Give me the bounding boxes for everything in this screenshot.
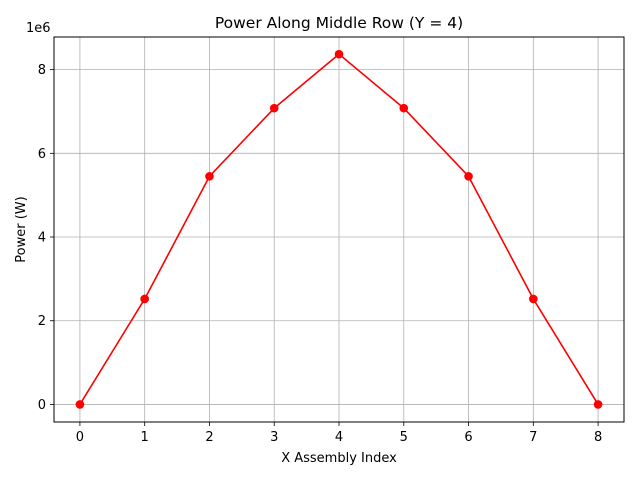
- y-axis-ticks: 0 2 4 6 8: [38, 63, 54, 413]
- data-point: [334, 49, 344, 59]
- x-axis-ticks: 0 1 2 3 4 5 6 7 8: [76, 422, 602, 445]
- y-axis-scale-label: 1e6: [26, 21, 51, 36]
- grid: [54, 37, 624, 422]
- x-tick-label: 0: [76, 430, 84, 445]
- x-tick-label: 1: [141, 430, 149, 445]
- x-tick-label: 8: [594, 430, 602, 445]
- x-tick-label: 4: [335, 430, 343, 445]
- data-point: [140, 294, 149, 304]
- data-point: [593, 400, 603, 409]
- y-tick-label: 6: [38, 147, 46, 162]
- x-tick-label: 7: [529, 430, 537, 445]
- data-point: [75, 400, 85, 409]
- y-axis-label: Power (W): [14, 196, 29, 262]
- y-tick-label: 0: [38, 398, 46, 413]
- x-tick-label: 2: [205, 430, 213, 445]
- data-point: [529, 294, 538, 304]
- y-tick-label: 8: [38, 63, 46, 78]
- data-point: [269, 103, 279, 113]
- data-point: [464, 172, 473, 181]
- chart-title: Power Along Middle Row (Y = 4): [215, 14, 463, 32]
- x-tick-label: 5: [400, 430, 408, 445]
- data-point: [205, 172, 214, 181]
- series-group: [75, 49, 603, 409]
- x-tick-label: 6: [464, 430, 472, 445]
- x-tick-label: 3: [270, 430, 278, 445]
- x-axis-label: X Assembly Index: [281, 451, 397, 466]
- plot-frame: [53, 36, 625, 423]
- y-tick-label: 2: [38, 314, 46, 329]
- y-tick-label: 4: [38, 231, 46, 246]
- data-point: [399, 103, 409, 113]
